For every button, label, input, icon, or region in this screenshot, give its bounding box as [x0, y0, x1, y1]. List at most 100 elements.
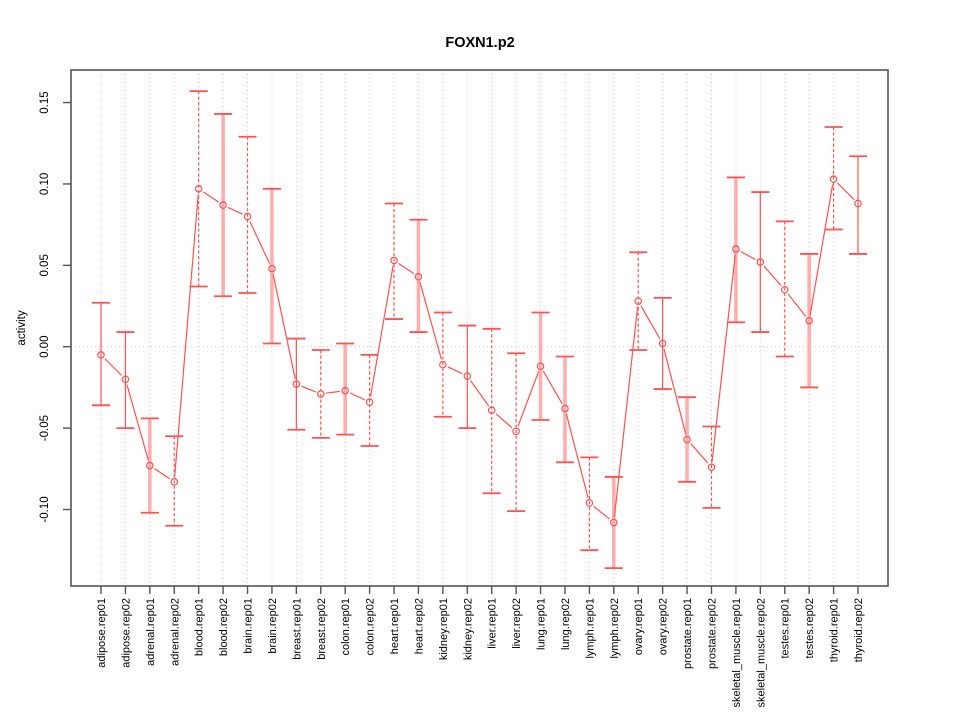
data-point-marker [536, 362, 545, 371]
x-tick-label: kidney.rep02 [462, 598, 474, 660]
y-tick-label: 0.15 [39, 91, 51, 113]
x-tick-label: thyroid.rep02 [853, 598, 865, 662]
series-segment [301, 385, 316, 393]
series-segment [613, 306, 639, 518]
x-tick-label: heart.rep02 [413, 598, 425, 654]
series-segment [104, 358, 122, 376]
series-segment [495, 413, 513, 429]
data-point-marker [121, 375, 130, 384]
data-point-marker [341, 386, 349, 395]
series-segment [126, 384, 149, 461]
x-tick-label: adrenal.rep02 [169, 598, 181, 666]
plot-frame [70, 69, 889, 587]
x-tick-label: brain.rep02 [267, 598, 279, 654]
series-segment [740, 251, 756, 261]
x-tick-label: brain.rep01 [243, 598, 255, 654]
x-tick-label: testes.rep02 [804, 598, 816, 659]
x-tick-label: adipose.rep01 [96, 598, 108, 668]
series-segment [837, 182, 855, 201]
data-point-marker [194, 185, 203, 193]
data-point-marker [365, 398, 374, 406]
data-point-marker [805, 316, 813, 325]
series-segment [690, 443, 709, 464]
x-tick-label: breast.rep01 [291, 598, 303, 660]
x-tick-label: lymph.rep01 [584, 598, 596, 659]
data-point-marker [854, 199, 862, 208]
series-segment [272, 273, 296, 379]
data-point-marker [316, 390, 325, 398]
series-segment [542, 370, 563, 405]
data-point-marker [463, 372, 472, 380]
series-segment [663, 348, 687, 435]
series-segment [202, 191, 219, 203]
x-tick-label: skeletal_muscle.rep02 [755, 598, 767, 707]
data-point-marker [170, 478, 179, 486]
data-point-marker [390, 256, 398, 265]
x-tick-label: adipose.rep02 [120, 598, 132, 668]
series-segment [565, 413, 589, 498]
data-point-marker [512, 427, 520, 436]
data-point-marker [219, 201, 227, 209]
x-tick-label: liver.rep02 [511, 598, 523, 649]
series-segment [640, 305, 661, 339]
data-point-marker [585, 499, 594, 507]
data-point-marker [439, 360, 447, 369]
series-segment [419, 281, 442, 360]
y-tick-label: -0.10 [39, 496, 51, 522]
data-point-marker [268, 264, 276, 273]
y-tick-label: 0.05 [39, 254, 51, 276]
x-tick-label: blood.rep01 [194, 598, 206, 656]
x-tick-label: lung.rep01 [536, 598, 548, 650]
y-tick-label: 0.10 [39, 173, 51, 195]
series-segment [174, 194, 199, 477]
series-segment [517, 371, 540, 427]
data-point-marker [780, 285, 789, 294]
x-tick-label: heart.rep01 [389, 598, 401, 654]
x-tick-label: colon.rep01 [340, 598, 352, 656]
series-segment [326, 390, 340, 394]
data-point-marker [97, 351, 105, 359]
x-tick-label: blood.rep02 [218, 598, 230, 656]
data-point-marker [561, 404, 569, 413]
data-point-marker [146, 461, 154, 470]
data-point-marker [829, 175, 838, 183]
x-tick-label: testes.rep01 [780, 598, 792, 659]
series-segment [349, 392, 365, 401]
x-tick-label: ovary.rep01 [633, 598, 645, 655]
x-tick-label: ovary.rep02 [658, 598, 670, 655]
x-tick-label: thyroid.rep01 [829, 598, 841, 662]
x-tick-label: liver.rep01 [487, 598, 499, 649]
data-point-marker [683, 435, 691, 444]
data-point-marker [732, 245, 740, 253]
data-point-marker [243, 212, 252, 221]
series-segment [711, 254, 736, 462]
series-segment [809, 184, 834, 316]
series-segment [593, 505, 610, 520]
x-tick-label: adrenal.rep01 [145, 598, 157, 666]
series-segment [249, 221, 271, 264]
series-segment [154, 468, 171, 480]
x-tick-label: breast.rep02 [316, 598, 328, 660]
y-axis-label: activity [16, 310, 28, 345]
plot-area: 0.15 0.10 0.05 0.00 -0.05 -0.10 adipose.rep01 a… [39, 69, 889, 707]
data-point-marker [658, 339, 667, 348]
y-tick-label: 0.00 [39, 336, 51, 358]
y-tick-label: -0.05 [39, 415, 51, 441]
data-point-marker [634, 297, 643, 305]
chart-title: FOXN1.p2 [445, 35, 514, 51]
series-segment [227, 206, 243, 215]
x-tick-label: prostate.rep01 [682, 598, 694, 669]
x-tick-label: kidney.rep01 [438, 598, 450, 660]
data-point-marker [756, 258, 765, 266]
x-tick-label: skeletal_muscle.rep01 [731, 598, 743, 707]
series-segment [447, 366, 463, 375]
x-tick-label: prostate.rep02 [706, 598, 718, 669]
series-segment [398, 262, 415, 275]
series-segment [369, 265, 394, 397]
data-point-marker [414, 272, 423, 281]
series-segment [787, 293, 807, 317]
data-point-marker [292, 380, 301, 388]
series-segment [469, 380, 490, 407]
data-point-marker [487, 406, 496, 415]
